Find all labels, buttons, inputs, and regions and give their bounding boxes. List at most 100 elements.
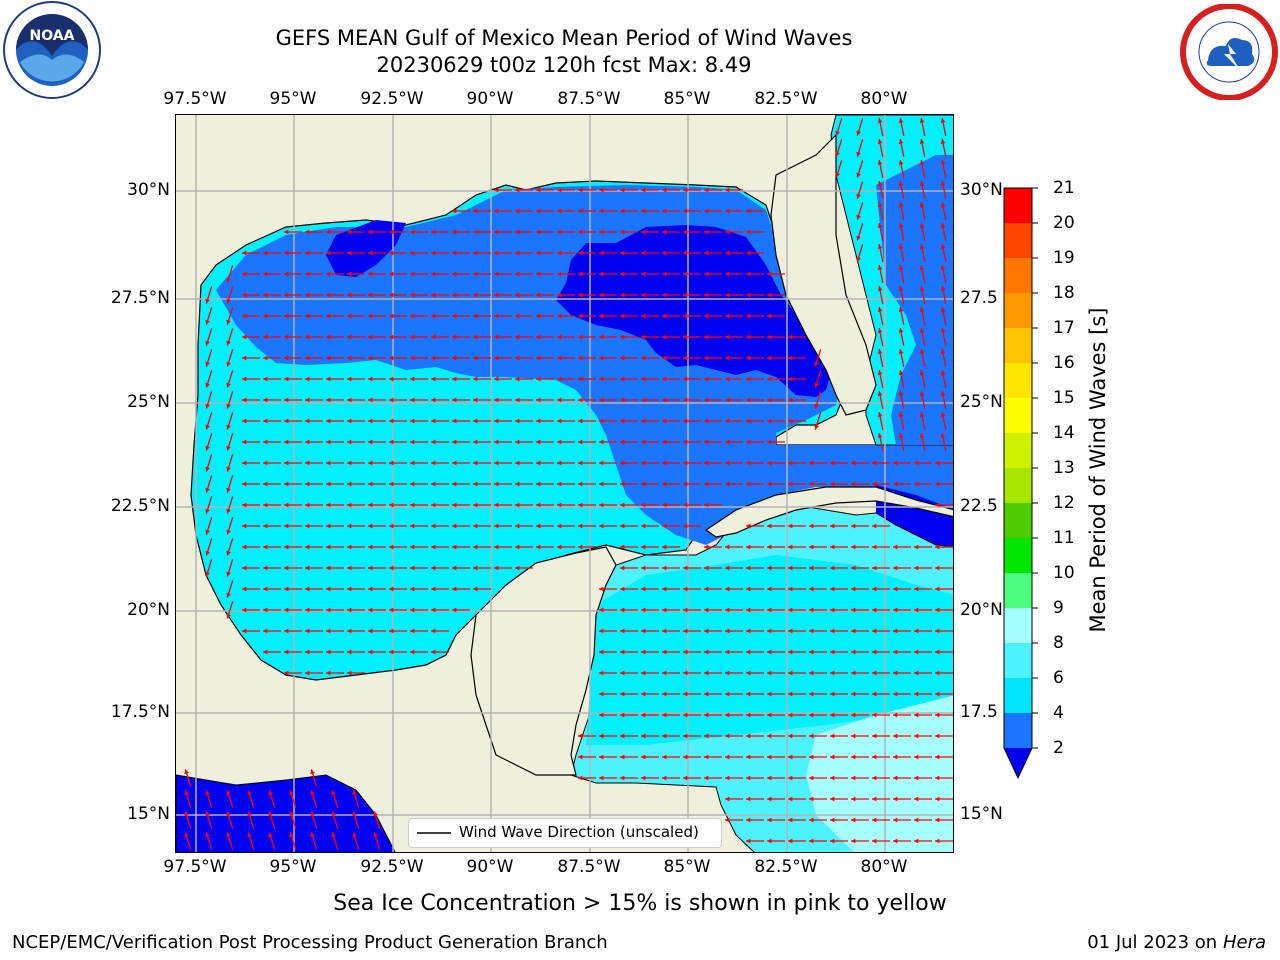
wind-arrow-head [683, 187, 688, 193]
wind-arrow-head [856, 256, 861, 262]
wind-arrow-head [599, 712, 604, 718]
wind-arrow-head [263, 439, 268, 445]
wind-arrow-head [683, 250, 688, 256]
wind-arrow-head [184, 811, 189, 817]
wind-arrow-head [226, 832, 231, 838]
wind-direction-arrows [184, 118, 953, 850]
wind-arrow-head [410, 334, 415, 340]
wind-arrow-head [704, 670, 709, 676]
period-band-8-9 [806, 695, 953, 852]
wind-arrow-head [431, 586, 436, 592]
wind-arrow-head [326, 502, 331, 508]
wind-arrow-head [305, 628, 310, 634]
wind-arrow-head [809, 649, 814, 655]
wind-arrow-head [788, 733, 793, 739]
wind-arrow-head [662, 376, 667, 382]
wind-arrow-head [242, 355, 247, 361]
wind-arrow-head [914, 817, 919, 823]
wind-arrow-head [809, 796, 814, 802]
wind-arrow-head [620, 523, 625, 529]
wind-arrow-head [704, 376, 709, 382]
wind-arrow-head [746, 565, 751, 571]
footer-host: Hera [1222, 932, 1266, 953]
wind-arrow-head [788, 523, 793, 529]
wind-arrow-head [940, 328, 946, 333]
colorbar-graphic [1003, 187, 1038, 780]
wind-arrow-head [599, 208, 604, 214]
wind-arrow-head [746, 313, 751, 319]
wind-arrow-head [704, 334, 709, 340]
wind-arrow-head [536, 439, 541, 445]
wind-arrow-head [641, 292, 646, 298]
wind-arrow-head [242, 544, 247, 550]
wind-arrow-head [326, 313, 331, 319]
wind-arrow-head [830, 775, 835, 781]
wind-arrow-head [557, 334, 562, 340]
wind-arrow-head [620, 544, 625, 550]
wind-arrow-head [856, 172, 861, 178]
wind-arrow-head [620, 712, 625, 718]
wind-arrow-head [452, 460, 457, 466]
wind-arrow-head [368, 418, 373, 424]
wind-arrow-head [641, 376, 646, 382]
wind-arrow-head [494, 544, 499, 550]
wind-arrow-head [226, 529, 231, 535]
colorbar-tick-label: 20 [1053, 213, 1075, 233]
wind-arrow-head [872, 691, 877, 697]
wind-arrow-head [683, 229, 688, 235]
wind-arrow-head [893, 628, 898, 634]
wind-arrow-head [914, 712, 919, 718]
wind-arrow-head [410, 355, 415, 361]
wind-arrow-head [310, 832, 315, 838]
wind-arrow-head [205, 487, 210, 493]
wind-arrow-head [242, 334, 247, 340]
wind-arrow-head [851, 565, 856, 571]
wind-arrow-head [940, 181, 946, 186]
wind-arrow-head [662, 271, 667, 277]
map-legend: Wind Wave Direction (unscaled) [408, 818, 722, 848]
wind-arrow-head [893, 775, 898, 781]
map-panel[interactable] [175, 114, 954, 853]
wind-arrow-head [368, 271, 373, 277]
wind-arrow-head [767, 460, 772, 466]
wind-arrow-head [226, 790, 231, 796]
wind-arrow-head [578, 733, 583, 739]
wind-arrow-head [641, 187, 646, 193]
wind-arrow-head [809, 712, 814, 718]
wind-arrow-head [935, 733, 940, 739]
wind-arrow-head [410, 649, 415, 655]
lat-label-right: 20°N [960, 600, 1003, 620]
wind-arrow-head [935, 649, 940, 655]
wind-arrow-head [536, 376, 541, 382]
wind-arrow-head [347, 670, 352, 676]
wind-arrow-head [856, 130, 861, 136]
wind-arrow-head [662, 418, 667, 424]
wind-arrow-head [515, 439, 520, 445]
wind-arrow-head [641, 775, 646, 781]
wind-arrow-head [263, 397, 268, 403]
wind-arrow-head [226, 571, 231, 577]
wind-arrow-head [662, 502, 667, 508]
wind-arrow-head [746, 439, 751, 445]
wind-arrow-head [599, 649, 604, 655]
wind-arrow-head [536, 187, 541, 193]
wind-arrow-head [247, 832, 252, 838]
wind-arrow-head [599, 271, 604, 277]
wind-arrow-head [809, 691, 814, 697]
wind-arrow-head [830, 838, 835, 844]
wind-arrow-head [872, 712, 877, 718]
wind-arrow-head [284, 586, 289, 592]
wind-arrow-head [704, 271, 709, 277]
lon-label-top: 87.5°W [557, 89, 621, 109]
wind-arrow-head [284, 460, 289, 466]
wind-arrow-head [662, 628, 667, 634]
wind-arrow-head [898, 433, 904, 438]
wind-arrow-head [326, 670, 331, 676]
wind-arrow-head [284, 649, 289, 655]
wind-arrow-head [683, 628, 688, 634]
wind-arrow-head [725, 628, 730, 634]
wind-arrow-head [263, 481, 268, 487]
wind-arrow-head [515, 208, 520, 214]
wind-arrow-head [914, 460, 919, 466]
wind-arrow-head [289, 832, 294, 838]
